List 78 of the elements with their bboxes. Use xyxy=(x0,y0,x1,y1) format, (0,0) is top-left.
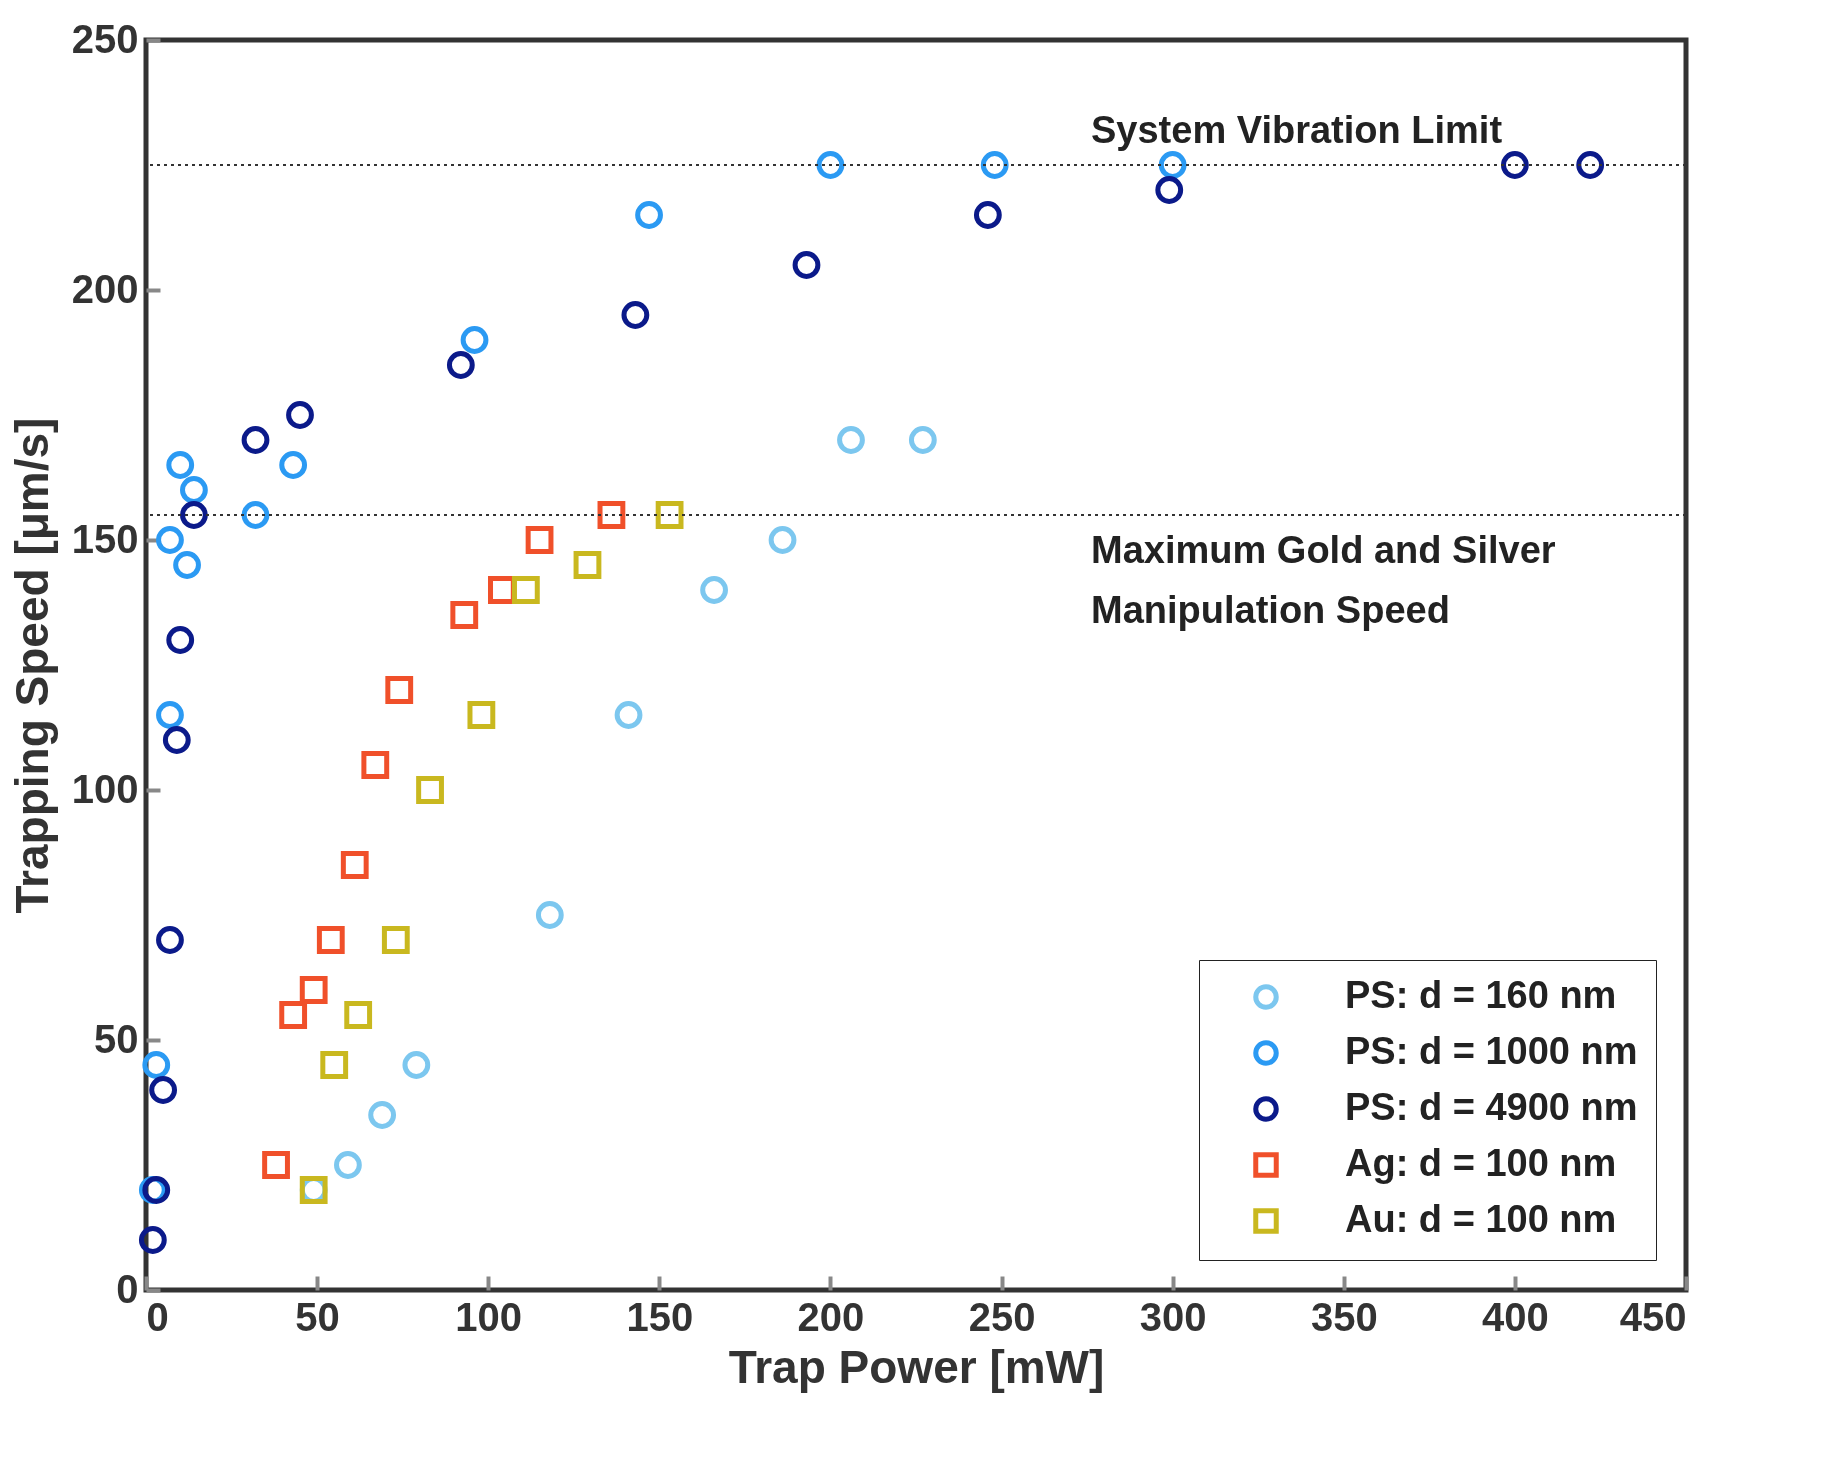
legend-label: PS: d = 160 nm xyxy=(1345,974,1617,1016)
point xyxy=(162,726,191,754)
point xyxy=(381,926,410,954)
point xyxy=(1158,151,1187,179)
x-tick-label: 50 xyxy=(295,1294,340,1339)
point xyxy=(597,501,626,529)
point xyxy=(262,1151,290,1179)
point xyxy=(166,626,195,654)
x-tick-label: 250 xyxy=(968,1294,1036,1339)
point xyxy=(344,1001,373,1029)
point xyxy=(460,326,489,354)
x-tick-label: 100 xyxy=(455,1294,523,1339)
point xyxy=(635,201,663,229)
point xyxy=(573,551,602,579)
point xyxy=(149,1076,178,1104)
y-tick-label: 0 xyxy=(116,1266,139,1311)
point xyxy=(156,701,184,729)
point xyxy=(402,1051,431,1079)
point xyxy=(1155,176,1184,204)
point xyxy=(361,751,390,779)
x-axis-title: Trap Power [mW] xyxy=(728,1340,1105,1393)
point xyxy=(450,601,479,629)
point xyxy=(156,526,184,554)
x-tick-label: 300 xyxy=(1139,1294,1207,1339)
point xyxy=(166,451,195,479)
point xyxy=(446,351,475,379)
ref-line-label: Maximum Gold and Silver Manipulation Speed xyxy=(1091,529,1556,631)
y-tick-label: 250 xyxy=(71,16,139,61)
point xyxy=(792,251,821,279)
legend-label: Ag: d = 100 nm xyxy=(1345,1142,1617,1184)
point xyxy=(286,401,314,429)
ref-line-label: System Vibration Limit xyxy=(1091,109,1503,151)
x-tick-label: 450 xyxy=(1619,1294,1687,1339)
point xyxy=(1500,151,1529,179)
point xyxy=(467,701,496,729)
point xyxy=(511,576,540,604)
point xyxy=(320,1051,349,1079)
legend-label: PS: d = 1000 nm xyxy=(1345,1030,1638,1072)
point xyxy=(334,1151,362,1179)
point xyxy=(340,851,369,879)
point xyxy=(908,426,937,454)
y-tick-label: 50 xyxy=(94,1016,139,1061)
x-tick-label: 0 xyxy=(146,1294,169,1339)
y-axis-title: Trapping Speed [μm/s] xyxy=(5,417,58,914)
point xyxy=(385,676,414,704)
point xyxy=(655,501,684,529)
y-tick-label: 150 xyxy=(71,516,139,561)
x-tick-label: 350 xyxy=(1310,1294,1378,1339)
point xyxy=(241,501,270,529)
point xyxy=(768,526,797,554)
point xyxy=(299,976,328,1004)
point xyxy=(525,526,554,554)
point xyxy=(156,926,184,954)
point xyxy=(241,426,270,454)
point xyxy=(142,1051,171,1079)
point xyxy=(535,901,564,929)
point xyxy=(279,451,308,479)
point xyxy=(837,426,865,454)
point xyxy=(279,1001,308,1029)
point xyxy=(700,576,728,604)
y-tick-label: 100 xyxy=(71,766,139,811)
point xyxy=(416,776,444,804)
x-tick-label: 200 xyxy=(797,1294,865,1339)
point xyxy=(173,551,201,579)
point xyxy=(316,926,345,954)
point xyxy=(621,301,650,329)
point xyxy=(368,1101,397,1129)
legend-label: Au: d = 100 nm xyxy=(1345,1198,1617,1240)
point xyxy=(973,201,1002,229)
point xyxy=(614,701,643,729)
y-tick-label: 200 xyxy=(71,266,139,311)
point xyxy=(180,501,208,529)
x-tick-label: 400 xyxy=(1482,1294,1549,1339)
x-tick-label: 150 xyxy=(626,1294,694,1339)
legend-label: PS: d = 4900 nm xyxy=(1345,1086,1638,1128)
point xyxy=(816,151,845,179)
point xyxy=(180,476,208,504)
point xyxy=(138,1226,167,1254)
